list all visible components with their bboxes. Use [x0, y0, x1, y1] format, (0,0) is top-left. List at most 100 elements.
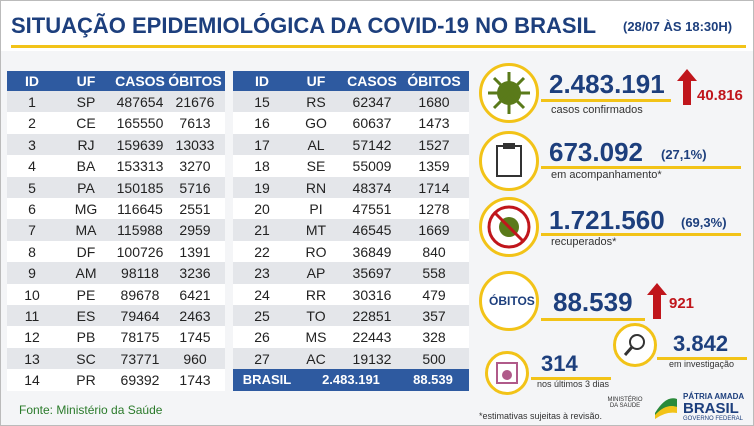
table-row	[233, 240, 469, 263]
table-cell: 1391	[179, 243, 211, 260]
table-cell: 12	[24, 329, 40, 346]
table-cell: 21676	[175, 94, 215, 110]
table-row	[7, 283, 225, 305]
total-cell: 2.483.191	[322, 372, 380, 388]
table-cell: MA	[75, 222, 97, 239]
table-cell: 558	[422, 265, 446, 282]
table-row	[7, 176, 225, 198]
recovered-label: recuperados*	[551, 236, 617, 248]
table-cell: 1669	[418, 222, 450, 239]
table-cell: 55009	[352, 158, 392, 175]
underline	[541, 233, 741, 236]
table-cell: 25	[254, 308, 270, 324]
table-cell: 487654	[116, 94, 164, 110]
table-cell: 5716	[179, 179, 211, 196]
table-cell: RJ	[77, 136, 95, 153]
monitoring-percent: (27,1%)	[661, 147, 707, 162]
table-cell: 26	[254, 329, 270, 346]
table-cell: 479	[422, 286, 446, 303]
table-cell: PB	[76, 329, 96, 346]
table-cell: 3270	[179, 158, 211, 175]
table-row	[233, 155, 469, 177]
table-row	[7, 240, 225, 263]
table-header	[233, 71, 469, 91]
table-cell: CE	[76, 115, 96, 132]
table-cell: 62347	[352, 94, 392, 110]
table-cell: 48374	[352, 179, 392, 196]
calendar	[496, 362, 518, 384]
table-cell: 1278	[418, 201, 450, 217]
table-cell: 79464	[120, 308, 160, 324]
table-cell: 24	[254, 286, 270, 303]
monitoring-label: em acompanhamento*	[551, 169, 662, 181]
column-header: CASOS	[347, 73, 397, 89]
confirmed-label: casos confirmados	[551, 104, 643, 116]
table-cell: GO	[305, 115, 327, 132]
table-row	[233, 112, 469, 134]
table-row	[7, 219, 225, 241]
table-cell: 6	[28, 201, 36, 217]
table-cell: ES	[76, 308, 96, 324]
no-virus	[487, 205, 531, 249]
table-cell: 18	[254, 158, 270, 175]
confirmed-increase: 40.816	[697, 87, 743, 104]
table-cell: 23	[254, 265, 270, 282]
table-cell: SC	[76, 350, 96, 367]
table-row	[233, 198, 469, 220]
table-cell: BA	[76, 158, 96, 175]
column-header: ID	[25, 73, 39, 89]
column-header: CASOS	[115, 73, 165, 89]
table-cell: 1714	[418, 179, 450, 196]
table-cell: 16	[254, 115, 270, 132]
column-header: UF	[76, 73, 96, 89]
table-cell: 35697	[352, 265, 392, 282]
table-row	[7, 347, 225, 370]
table-row	[7, 305, 225, 327]
table-cell: AC	[306, 350, 326, 367]
note: *estimativas sujeitas à revisão.	[479, 411, 603, 421]
virus	[488, 72, 530, 114]
table-cell: PE	[76, 286, 96, 303]
table-row	[233, 91, 469, 113]
table-row	[7, 112, 225, 134]
table-row	[233, 283, 469, 305]
table-cell: PR	[76, 372, 96, 389]
country: BRASIL	[683, 400, 739, 417]
table-cell: 21	[254, 222, 270, 239]
table-cell: 22443	[352, 329, 392, 346]
table-cell: 19	[254, 179, 270, 196]
table-row	[7, 326, 225, 348]
source: Fonte: Ministério da Saúde	[19, 403, 163, 417]
deaths-increase: 921	[669, 295, 695, 312]
recovered-value: 1.721.560	[549, 205, 665, 235]
table-cell: 57142	[352, 136, 392, 153]
table-cell: 10	[24, 286, 40, 303]
table-cell: TO	[306, 308, 326, 324]
column-header: ÓBITOS	[407, 73, 461, 89]
investigation-value: 3.842	[673, 331, 729, 356]
table-cell: 13	[24, 350, 40, 367]
table-cell: 47551	[352, 201, 392, 217]
table-row	[233, 262, 469, 284]
table-cell: 1359	[418, 158, 450, 175]
total-cell: 88.539	[413, 372, 453, 388]
table-cell: 328	[422, 329, 446, 346]
table-row	[7, 369, 225, 391]
date: (28/07 ÀS 18:30H)	[623, 19, 733, 34]
clipboard	[496, 143, 522, 177]
title: SITUAÇÃO EPIDEMIOLÓGICA DA COVID-19 NO B…	[11, 13, 597, 38]
monitoring-value: 673.092	[549, 137, 643, 167]
table-cell: MT	[305, 222, 327, 239]
table-cell: 13033	[175, 136, 215, 153]
table-cell: 46545	[352, 222, 392, 239]
table-cell: 14	[24, 372, 40, 389]
flag-logo	[655, 398, 677, 419]
table-cell: 30316	[352, 286, 392, 303]
table-cell: 159639	[116, 136, 164, 153]
table-cell: 89678	[120, 286, 160, 303]
search-icon	[613, 323, 657, 367]
recent-value: 314	[541, 351, 578, 376]
table-cell: 9	[28, 265, 36, 282]
title-underline	[11, 45, 746, 48]
